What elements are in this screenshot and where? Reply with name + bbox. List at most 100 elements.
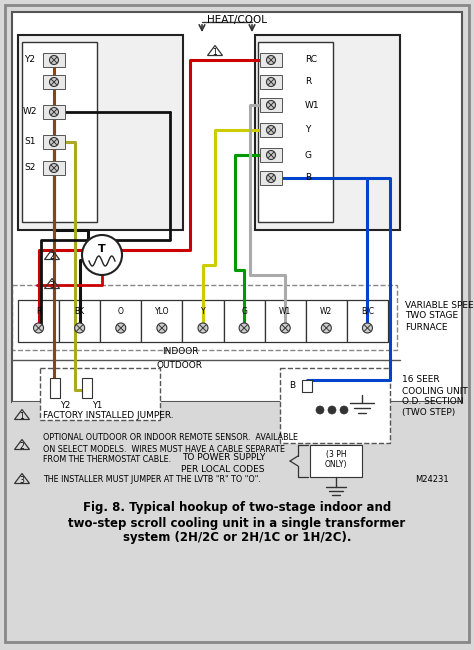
Text: HEAT/COOL: HEAT/COOL — [207, 15, 267, 25]
Text: W2: W2 — [320, 307, 332, 315]
Bar — [260, 53, 282, 67]
Bar — [12, 402, 462, 542]
Text: 1: 1 — [19, 412, 24, 421]
Text: S2: S2 — [24, 164, 36, 172]
Bar — [224, 300, 264, 342]
Circle shape — [49, 55, 58, 64]
Bar — [260, 171, 282, 185]
Text: (TWO STEP): (TWO STEP) — [402, 408, 455, 417]
Bar — [43, 161, 65, 175]
Circle shape — [198, 323, 208, 333]
Text: ONLY): ONLY) — [325, 460, 347, 469]
Bar — [40, 368, 160, 420]
Circle shape — [75, 323, 85, 333]
Circle shape — [266, 125, 275, 135]
Bar — [82, 378, 92, 398]
Text: W2: W2 — [23, 107, 37, 116]
Text: 2: 2 — [19, 442, 24, 451]
Circle shape — [49, 138, 58, 146]
Circle shape — [363, 323, 373, 333]
Circle shape — [49, 77, 58, 86]
Text: ON SELECT MODELS.  WIRES MUST HAVE A CABLE SEPARATE: ON SELECT MODELS. WIRES MUST HAVE A CABL… — [43, 445, 285, 454]
Circle shape — [266, 77, 275, 86]
Text: Y2: Y2 — [60, 402, 70, 411]
Text: B: B — [289, 382, 295, 391]
Text: 16 SEER: 16 SEER — [402, 376, 439, 385]
Text: Y1: Y1 — [92, 402, 102, 411]
Bar — [260, 75, 282, 89]
Bar — [18, 35, 183, 230]
Text: VARIABLE SPEED: VARIABLE SPEED — [405, 300, 474, 309]
Text: R: R — [36, 307, 41, 315]
Text: YLO: YLO — [155, 307, 169, 315]
Text: 1: 1 — [213, 48, 218, 57]
Text: 3: 3 — [50, 281, 55, 290]
Text: B: B — [305, 174, 311, 183]
Bar — [100, 300, 141, 342]
Bar — [306, 300, 347, 342]
Text: Fig. 8. Typical hookup of two-stage indoor and: Fig. 8. Typical hookup of two-stage indo… — [83, 502, 391, 515]
Circle shape — [316, 406, 324, 414]
Circle shape — [239, 323, 249, 333]
Bar — [43, 135, 65, 149]
Circle shape — [49, 107, 58, 116]
Circle shape — [157, 323, 167, 333]
Text: INDOOR: INDOOR — [162, 346, 198, 356]
Bar — [43, 75, 65, 89]
Bar — [50, 378, 60, 398]
Bar — [258, 42, 333, 222]
Bar — [255, 35, 400, 230]
Circle shape — [340, 406, 348, 414]
Text: W1: W1 — [305, 101, 319, 109]
Text: COOLING UNIT: COOLING UNIT — [402, 387, 468, 395]
Text: PER LOCAL CODES: PER LOCAL CODES — [182, 465, 265, 473]
Text: G: G — [305, 151, 312, 159]
Text: two-step scroll cooling unit in a single transformer: two-step scroll cooling unit in a single… — [68, 517, 406, 530]
Text: FROM THE THERMOSTAT CABLE.: FROM THE THERMOSTAT CABLE. — [43, 456, 171, 465]
Text: (3 PH: (3 PH — [326, 450, 346, 458]
Bar — [12, 12, 462, 402]
Text: TO POWER SUPPLY: TO POWER SUPPLY — [182, 454, 265, 463]
Bar — [43, 53, 65, 67]
Text: RC: RC — [305, 55, 317, 64]
Bar — [141, 300, 182, 342]
Text: W1: W1 — [279, 307, 292, 315]
Circle shape — [82, 235, 122, 275]
Circle shape — [116, 323, 126, 333]
Circle shape — [49, 164, 58, 172]
Bar — [310, 445, 362, 477]
Text: Y: Y — [305, 125, 310, 135]
Text: T: T — [98, 244, 106, 254]
Text: M24231: M24231 — [415, 476, 448, 484]
Text: FACTORY INSTALLED JUMPER.: FACTORY INSTALLED JUMPER. — [43, 411, 173, 421]
Text: Y: Y — [201, 307, 205, 315]
Bar — [264, 300, 306, 342]
Circle shape — [34, 323, 44, 333]
Circle shape — [280, 323, 290, 333]
Text: BK: BK — [74, 307, 85, 315]
Text: B/C: B/C — [361, 307, 374, 315]
Text: FURNACE: FURNACE — [405, 322, 447, 332]
Bar — [260, 98, 282, 112]
Circle shape — [266, 174, 275, 183]
Bar — [302, 380, 312, 392]
Text: G: G — [241, 307, 247, 315]
Bar — [260, 123, 282, 137]
Bar — [18, 300, 59, 342]
Text: R: R — [305, 77, 311, 86]
Bar — [260, 148, 282, 162]
Text: 2: 2 — [50, 252, 55, 261]
Circle shape — [266, 151, 275, 159]
Text: OPTIONAL OUTDOOR OR INDOOR REMOTE SENSOR.  AVAILABLE: OPTIONAL OUTDOOR OR INDOOR REMOTE SENSOR… — [43, 434, 298, 443]
Text: THE INSTALLER MUST JUMPER AT THE LVTB "R" TO "O".: THE INSTALLER MUST JUMPER AT THE LVTB "R… — [43, 476, 261, 484]
Text: Y2: Y2 — [25, 55, 36, 64]
Text: O: O — [118, 307, 124, 315]
Bar — [182, 300, 224, 342]
Bar — [22, 42, 97, 222]
Text: system (2H/2C or 2H/1C or 1H/2C).: system (2H/2C or 2H/1C or 1H/2C). — [123, 532, 351, 545]
Circle shape — [328, 406, 336, 414]
Circle shape — [266, 55, 275, 64]
Bar — [347, 300, 388, 342]
Circle shape — [266, 101, 275, 109]
Text: O.D. SECTION: O.D. SECTION — [402, 398, 464, 406]
